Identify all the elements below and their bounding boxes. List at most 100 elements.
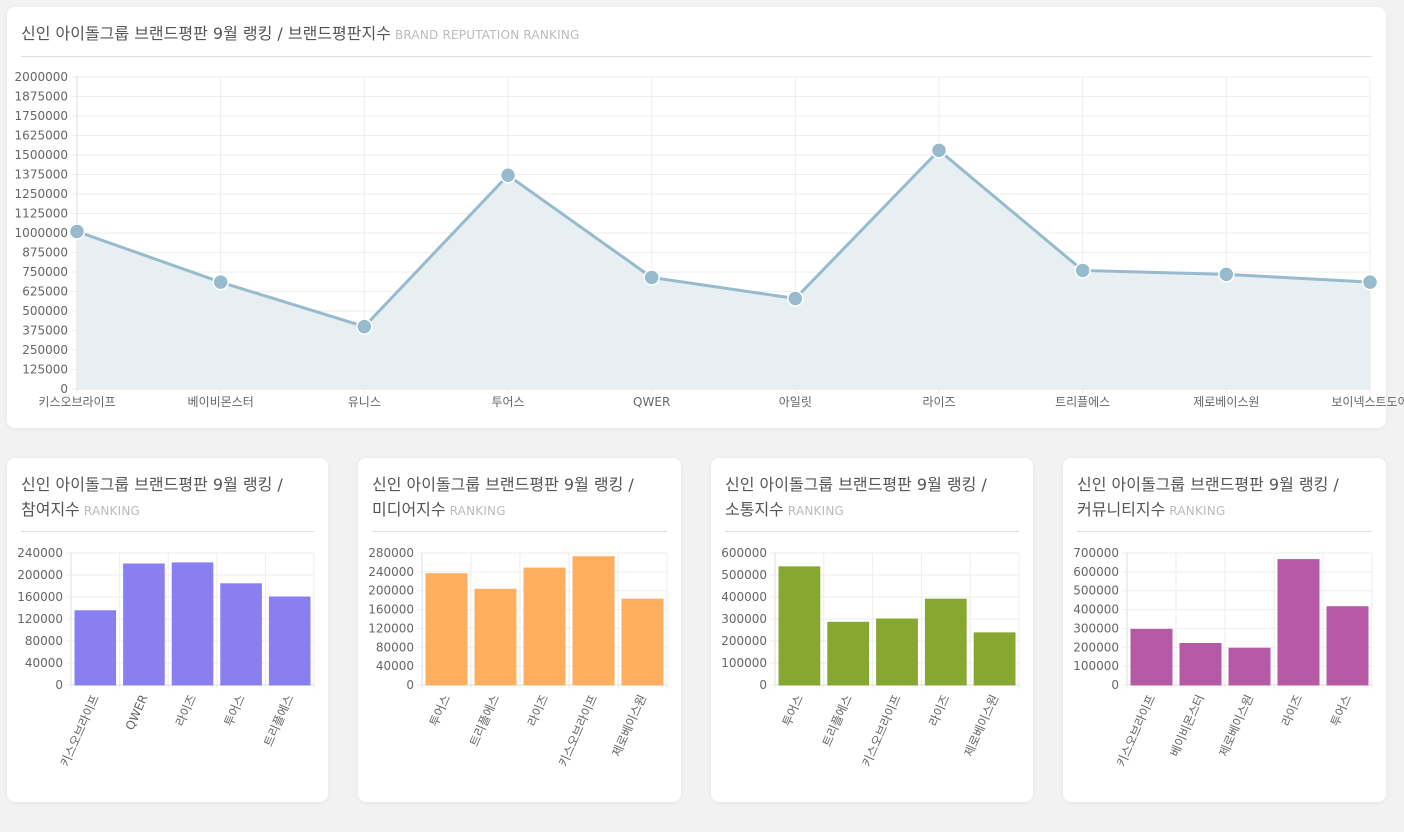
- y-tick-label: 600000: [1073, 565, 1119, 579]
- bar: [1130, 628, 1173, 686]
- bar: [74, 610, 117, 686]
- series-area: [77, 150, 1370, 389]
- x-tick-label: 투어스: [222, 693, 248, 729]
- y-tick-label: 120000: [17, 612, 63, 626]
- data-point: [1074, 262, 1091, 279]
- bar: [1326, 606, 1369, 686]
- x-tick-label: 키스오브라이프: [1114, 693, 1158, 769]
- communication-title-line1: 신인 아이돌그룹 브랜드평판 9월 랭킹 /: [725, 475, 987, 494]
- participation-subtitle: RANKING: [83, 504, 141, 518]
- y-tick-label: 125000: [22, 363, 68, 377]
- bar: [1277, 559, 1320, 686]
- main-chart-title: 신인 아이돌그룹 브랜드평판 9월 랭킹 / 브랜드평판지수 BRAND REPU…: [21, 21, 1372, 57]
- x-tick-label: 투어스: [1328, 693, 1354, 729]
- communication-chart-title: 신인 아이돌그룹 브랜드평판 9월 랭킹 / 소통지수 RANKING: [725, 472, 1019, 532]
- y-tick-label: 1750000: [15, 109, 68, 123]
- data-point: [1361, 273, 1379, 291]
- x-tick-label: 제로베이스원: [1193, 395, 1259, 409]
- media-title-line1: 신인 아이돌그룹 브랜드평판 9월 랭킹 /: [372, 475, 634, 494]
- media-title-line2: 미디어지수: [372, 500, 446, 519]
- bar: [827, 621, 870, 686]
- community-chart-card: 신인 아이돌그룹 브랜드평판 9월 랭킹 / 커뮤니티지수 RANKING 700…: [1063, 458, 1386, 802]
- x-tick-label: 보이넥스트도어: [1331, 395, 1404, 409]
- bar: [1228, 647, 1271, 686]
- y-tick-label: 500000: [1073, 584, 1119, 598]
- y-tick-label: 100000: [721, 656, 767, 670]
- community-chart-title: 신인 아이돌그룹 브랜드평판 9월 랭킹 / 커뮤니티지수 RANKING: [1077, 472, 1372, 532]
- data-point: [499, 167, 517, 184]
- y-tick-label: 80000: [376, 640, 414, 654]
- y-tick-label: 400000: [721, 590, 767, 604]
- x-tick-label: 트리플에스: [467, 693, 502, 749]
- media-chart-title: 신인 아이돌그룹 브랜드평판 9월 랭킹 / 미디어지수 RANKING: [372, 472, 667, 532]
- x-tick-label: 베이비몬스터: [188, 395, 254, 409]
- main-chart-title-text: 신인 아이돌그룹 브랜드평판 9월 랭킹 / 브랜드평판지수: [21, 24, 391, 43]
- y-tick-label: 200000: [368, 584, 414, 598]
- communication-title-line2: 소통지수: [725, 500, 784, 519]
- bar: [268, 596, 311, 686]
- y-tick-label: 375000: [22, 324, 68, 338]
- bar: [425, 573, 468, 686]
- main-chart-card: 신인 아이돌그룹 브랜드평판 9월 랭킹 / 브랜드평판지수 BRAND REPU…: [7, 7, 1404, 428]
- y-tick-label: 625000: [22, 285, 68, 299]
- y-tick-label: 500000: [22, 304, 68, 318]
- community-title-line1: 신인 아이돌그룹 브랜드평판 9월 랭킹 /: [1077, 475, 1339, 494]
- data-point: [356, 318, 373, 335]
- bar: [171, 562, 214, 686]
- y-tick-label: 1500000: [15, 148, 68, 162]
- bar: [474, 588, 517, 686]
- x-tick-label: 투어스: [780, 693, 806, 729]
- y-tick-label: 0: [759, 678, 767, 692]
- y-tick-label: 750000: [22, 265, 68, 279]
- x-tick-label: 투어스: [491, 395, 524, 409]
- community-title-line2: 커뮤니티지수: [1077, 500, 1166, 519]
- communication-subtitle: RANKING: [787, 504, 845, 518]
- y-tick-label: 100000: [1073, 659, 1119, 673]
- data-point: [930, 142, 948, 159]
- x-tick-label: 키스오브라이프: [860, 693, 904, 769]
- y-tick-label: 0: [55, 678, 63, 692]
- x-tick-label: 제로베이스원: [610, 693, 650, 759]
- x-tick-label: 키스오브라이프: [556, 693, 600, 769]
- bar: [924, 598, 967, 686]
- bar: [123, 563, 165, 686]
- y-tick-label: 0: [1111, 678, 1119, 692]
- bar: [621, 598, 664, 686]
- y-tick-label: 600000: [721, 546, 767, 560]
- main-chart-subtitle: BRAND REPUTATION RANKING: [394, 28, 580, 42]
- x-tick-label: 제로베이스원: [962, 693, 1002, 759]
- y-tick-label: 875000: [22, 246, 68, 260]
- y-tick-label: 200000: [721, 634, 767, 648]
- media-chart-card: 신인 아이돌그룹 브랜드평판 9월 랭킹 / 미디어지수 RANKING 2800…: [358, 458, 681, 802]
- y-tick-label: 280000: [368, 546, 414, 560]
- participation-title-line2: 참여지수: [21, 500, 80, 519]
- x-tick-label: QWER: [123, 693, 151, 733]
- x-tick-label: 라이즈: [525, 693, 551, 729]
- y-tick-label: 80000: [25, 634, 63, 648]
- community-bar-chart: 700000 600000 500000 400000 300000 200000 1000…: [1073, 546, 1373, 769]
- data-point: [787, 290, 804, 307]
- y-tick-label: 700000: [1073, 546, 1119, 560]
- y-tick-label: 1875000: [15, 90, 68, 104]
- x-tick-label: 트리플에스: [261, 693, 296, 749]
- x-tick-label: 베이비몬스터: [1168, 693, 1208, 759]
- data-point: [643, 269, 660, 286]
- media-bar-chart: 280000 240000 200000 160000 120000 80000 40000…: [368, 546, 668, 769]
- bar: [876, 618, 918, 686]
- x-tick-label: QWER: [633, 395, 670, 409]
- main-line-chart: 2000000 1875000 1750000 1625000 1500000 13750…: [15, 70, 1404, 409]
- x-tick-label: 라이즈: [173, 693, 199, 729]
- y-tick-label: 200000: [1073, 640, 1119, 654]
- x-tick-label: 키스오브라이프: [58, 693, 102, 769]
- bar: [523, 567, 566, 686]
- y-tick-label: 40000: [376, 659, 414, 673]
- communication-chart-card: 신인 아이돌그룹 브랜드평판 9월 랭킹 / 소통지수 RANKING 60000…: [711, 458, 1033, 802]
- y-tick-label: 160000: [368, 603, 414, 617]
- data-point: [1218, 266, 1235, 283]
- y-tick-label: 300000: [721, 612, 767, 626]
- y-tick-label: 0: [60, 382, 68, 396]
- x-tick-label: 트리플에스: [820, 693, 855, 749]
- participation-chart-title: 신인 아이돌그룹 브랜드평판 9월 랭킹 / 참여지수 RANKING: [21, 472, 314, 532]
- y-tick-label: 200000: [17, 568, 63, 582]
- x-tick-label: 제로베이스원: [1217, 693, 1257, 759]
